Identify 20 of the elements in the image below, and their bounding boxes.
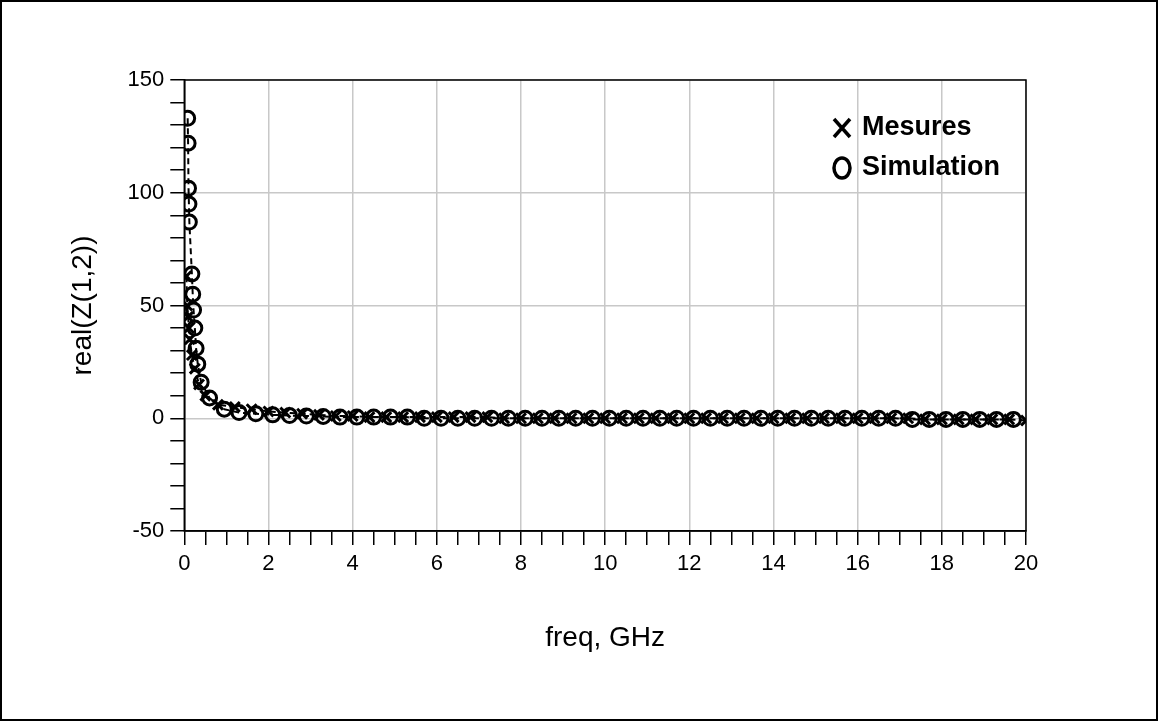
y-tick-label: 50 <box>139 291 165 317</box>
x-tick-label: 20 <box>1013 550 1039 576</box>
x-tick-label: 2 <box>262 550 275 576</box>
x-axis-title: freq, GHz <box>545 620 666 652</box>
x-tick-label: 4 <box>346 550 359 576</box>
x-tick-label: 12 <box>677 550 702 576</box>
x-tick-label: 10 <box>592 550 618 576</box>
x-tick-label: 16 <box>845 550 870 576</box>
x-tick-label: 8 <box>514 550 528 576</box>
legend-label: Simulation <box>861 151 1001 182</box>
x-tick-label: 0 <box>178 550 191 576</box>
y-tick-label: -50 <box>132 517 165 543</box>
y-tick-label: 100 <box>127 178 165 204</box>
legend-label: Mesures <box>861 111 972 142</box>
x-tick-label: 14 <box>761 550 786 576</box>
y-tick-label: 150 <box>127 66 165 92</box>
x-tick-label: 18 <box>929 550 955 576</box>
y-tick-label: 0 <box>152 404 165 430</box>
x-tick-label: 6 <box>430 550 443 576</box>
y-axis-title: real(Z(1,2)) <box>65 235 97 376</box>
